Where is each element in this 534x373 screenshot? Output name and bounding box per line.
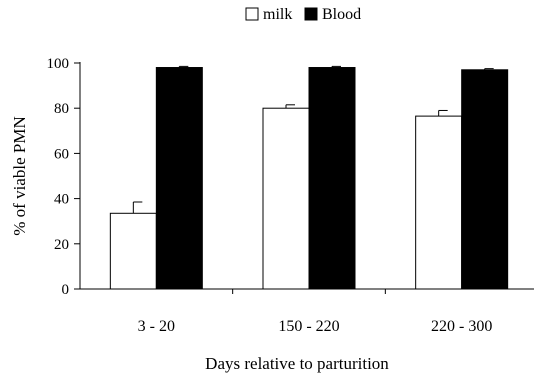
bar-blood-0 xyxy=(155,67,203,290)
bar-milk-0 xyxy=(109,212,157,290)
legend-label-milk: milk xyxy=(263,6,292,23)
bars xyxy=(109,67,509,290)
legend-label-blood: Blood xyxy=(322,6,361,23)
error-bars xyxy=(132,65,494,214)
x-tick-label-2: 220 - 300 xyxy=(431,318,492,335)
bar-blood-2 xyxy=(461,69,509,290)
x-tick-label-0: 3 - 20 xyxy=(138,318,175,335)
legend: milk Blood xyxy=(245,6,361,23)
bar-blood-1 xyxy=(308,67,356,290)
x-axis-title: Days relative to parturition xyxy=(205,354,389,373)
y-tick-label-0: 0 xyxy=(62,282,70,298)
x-ticks: 3 - 20 150 - 220 220 - 300 xyxy=(138,289,492,335)
y-ticks: 0 20 40 60 80 100 xyxy=(47,56,80,298)
y-tick-label-2: 40 xyxy=(54,192,69,208)
x-tick-label-1: 150 - 220 xyxy=(278,318,339,335)
bar-milk-2 xyxy=(415,115,463,290)
y-axis-title: % of viable PMN xyxy=(10,116,29,235)
y-tick-label-1: 20 xyxy=(54,237,69,253)
bar-milk-1 xyxy=(262,107,310,290)
legend-swatch-blood xyxy=(304,7,318,21)
y-tick-label-4: 80 xyxy=(54,101,69,117)
y-tick-label-3: 60 xyxy=(54,146,69,162)
y-tick-label-5: 100 xyxy=(47,56,70,72)
legend-swatch-milk xyxy=(245,7,259,21)
